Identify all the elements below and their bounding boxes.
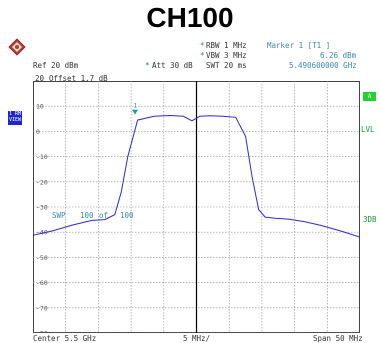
swp-label: SWP: [52, 211, 66, 220]
offset-label: Offset 1.7 dB: [49, 74, 108, 83]
vbw-star: *: [200, 51, 205, 60]
y-tick-label: -70: [36, 304, 48, 312]
y-tick-label: -80: [36, 330, 48, 334]
swp-of: of: [99, 211, 109, 220]
marker-level: 6.26 dBm: [320, 51, 357, 60]
spectrum-plot: 100-10-20-30-40-50-60-70-801: [33, 81, 360, 333]
swp-total: 100: [120, 211, 134, 220]
y-tick-label: -10: [36, 153, 48, 161]
ref-label: Ref 20 dBm: [33, 61, 79, 70]
view-badge-line2: VIEW: [8, 117, 22, 123]
att-label: Att 30 dB: [152, 61, 193, 70]
y-tick-label: -20: [36, 178, 48, 186]
rbw-star: *: [200, 41, 205, 50]
marker-triangle: [132, 109, 139, 115]
span-label: Span 50 MHz: [313, 334, 363, 343]
logo-icon: [8, 38, 26, 56]
att-star: *: [145, 61, 150, 70]
rbw-label: RBW 1 MHz: [206, 41, 247, 50]
swt-label: SWT 20 ms: [206, 61, 247, 70]
y-tick-label: -40: [36, 229, 48, 237]
view-badge-line1: 1 RM: [8, 111, 22, 117]
marker-freq: 5.490600000 GHz: [289, 61, 357, 70]
lvl-label: LVL: [361, 125, 375, 134]
vbw-label: VBW 3 MHz: [206, 51, 247, 60]
trace-line: [33, 114, 360, 238]
marker-label: Marker 1 [T1 ]: [267, 41, 331, 50]
div-label: 5 MHz/: [183, 334, 211, 343]
y-tick-label: 10: [36, 103, 44, 111]
plot-area: 100-10-20-30-40-50-60-70-801: [33, 81, 360, 333]
center-freq-label: Center 5.5 GHz: [33, 334, 97, 343]
y-tick-label: 0: [36, 128, 40, 136]
3db-label: 3DB: [363, 215, 377, 224]
view-badge: 1 RM VIEW: [8, 111, 22, 125]
y-tick-label: -30: [36, 204, 48, 212]
chart-title: CH100: [146, 2, 234, 33]
marker-number: 1: [134, 103, 138, 110]
trace-a-badge: A: [363, 92, 376, 101]
y-tick-label: -50: [36, 254, 48, 262]
swp-current: 100: [80, 211, 94, 220]
offset-prefix: 20: [35, 74, 45, 83]
y-tick-label: -60: [36, 279, 48, 287]
